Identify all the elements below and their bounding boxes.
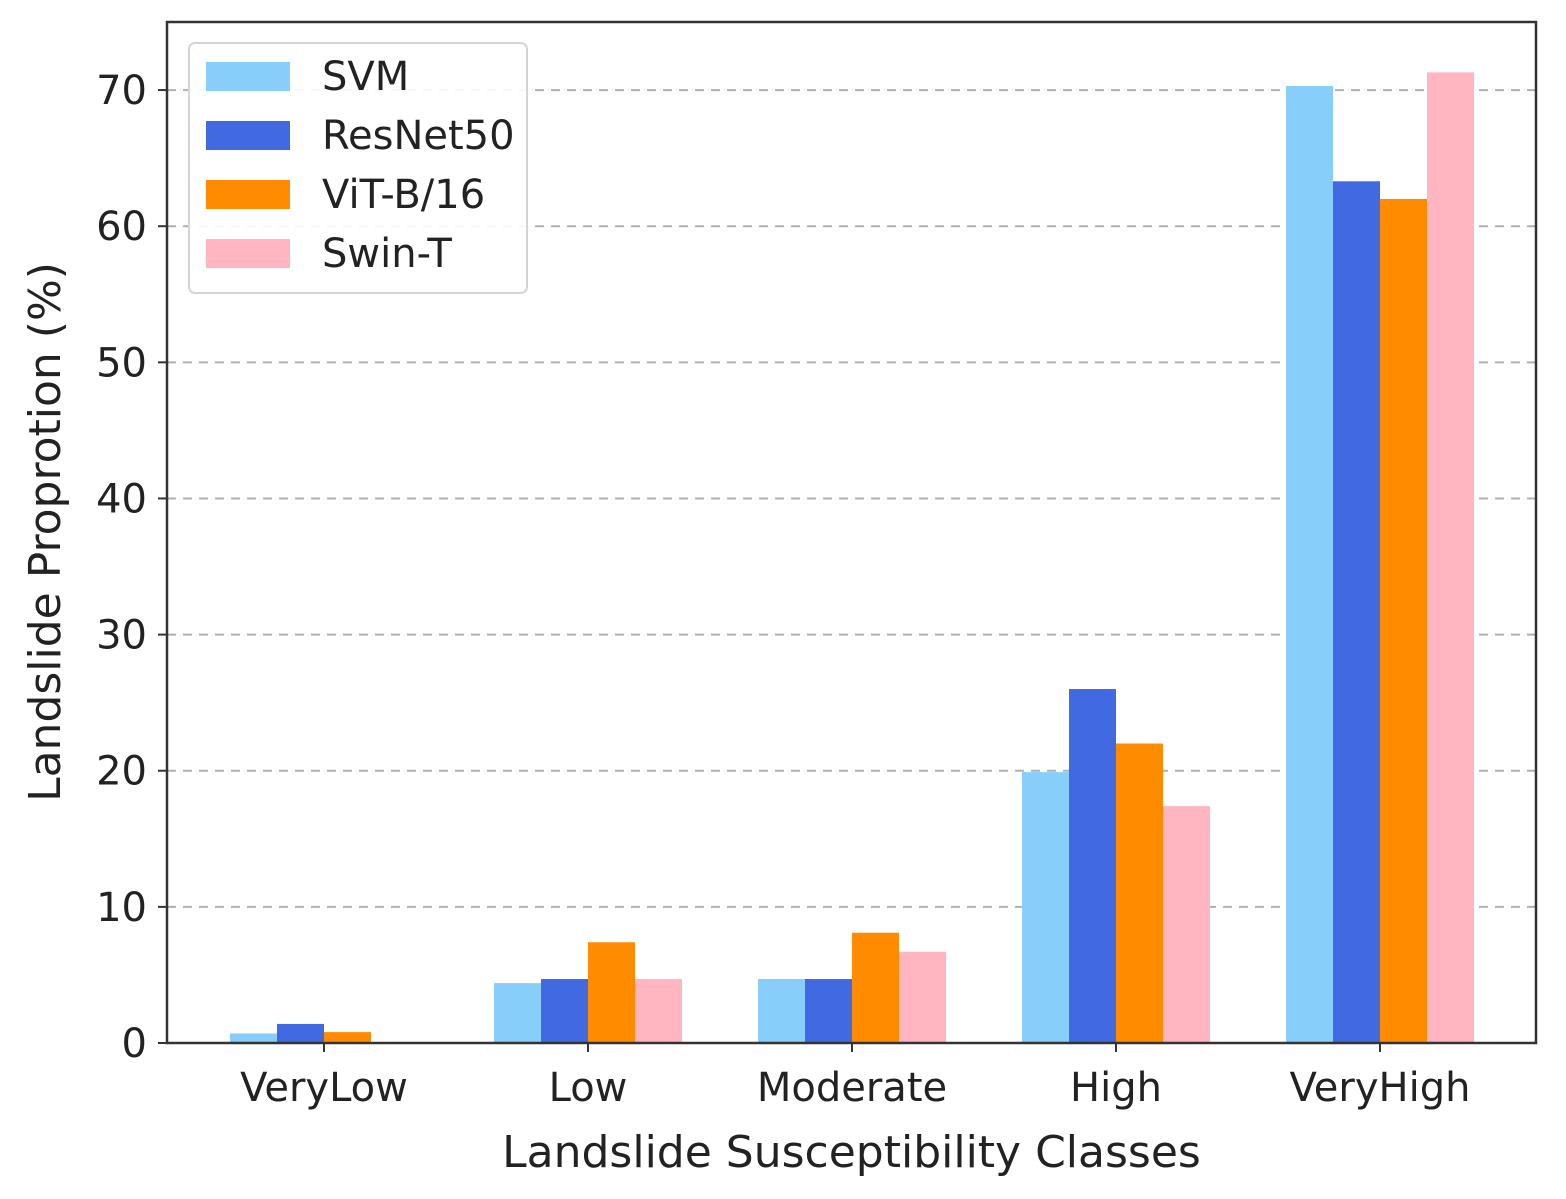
y-tick-label: 30 bbox=[96, 613, 147, 659]
y-tick-label: 10 bbox=[96, 885, 147, 931]
bar bbox=[758, 979, 805, 1043]
bar bbox=[1380, 198, 1427, 1043]
legend-label: SVM bbox=[322, 54, 409, 100]
bars bbox=[230, 72, 1474, 1044]
legend-swatch bbox=[206, 239, 290, 268]
legend-swatch bbox=[206, 121, 290, 150]
legend-label: ViT-B/16 bbox=[322, 172, 485, 218]
x-tick-label: Moderate bbox=[757, 1065, 947, 1111]
y-tick-label: 70 bbox=[96, 68, 147, 114]
legend-label: ResNet50 bbox=[322, 113, 515, 159]
x-axis-label: Landslide Susceptibility Classes bbox=[502, 1127, 1201, 1178]
bar bbox=[1116, 743, 1163, 1043]
y-tick-label: 50 bbox=[96, 340, 147, 386]
bar bbox=[1427, 72, 1474, 1044]
bar bbox=[899, 951, 946, 1043]
bar bbox=[588, 942, 635, 1043]
y-axis-ticks: 0 10 20 30 40 50 60 70 bbox=[96, 68, 167, 1067]
bar bbox=[494, 983, 541, 1043]
series-svm bbox=[230, 85, 1333, 1043]
x-tick-label: Low bbox=[549, 1065, 628, 1111]
x-tick-label: VeryLow bbox=[240, 1065, 408, 1111]
bar bbox=[324, 1032, 371, 1043]
legend: SVM ResNet50 ViT-B/16 Swin-T bbox=[188, 42, 528, 294]
x-tick-label: High bbox=[1070, 1065, 1162, 1111]
legend-box bbox=[188, 42, 528, 294]
bar bbox=[852, 932, 899, 1043]
y-tick-label: 20 bbox=[96, 749, 147, 795]
bar bbox=[1163, 806, 1210, 1043]
x-axis-ticks: VeryLow Low Moderate High VeryHigh bbox=[240, 1043, 1470, 1111]
legend-swatch bbox=[206, 62, 290, 91]
y-tick-label: 0 bbox=[122, 1021, 147, 1067]
bar bbox=[1286, 85, 1333, 1043]
y-tick-label: 40 bbox=[96, 476, 147, 522]
bar bbox=[277, 1023, 324, 1043]
series-vit-b-16 bbox=[324, 198, 1427, 1043]
bar bbox=[230, 1033, 277, 1043]
y-axis-label: Landslide Proprotion (%) bbox=[20, 262, 71, 802]
legend-swatch bbox=[206, 180, 290, 209]
legend-label: Swin-T bbox=[322, 231, 452, 277]
bar bbox=[541, 979, 588, 1043]
bar bbox=[635, 979, 682, 1043]
bar bbox=[1022, 772, 1069, 1043]
series-resnet50 bbox=[277, 181, 1380, 1043]
bar bbox=[1069, 689, 1116, 1043]
bar bbox=[1333, 181, 1380, 1043]
series-swin-t bbox=[635, 72, 1474, 1044]
y-tick-label: 60 bbox=[96, 204, 147, 250]
bar bbox=[805, 979, 852, 1043]
x-tick-label: VeryHigh bbox=[1290, 1065, 1471, 1111]
